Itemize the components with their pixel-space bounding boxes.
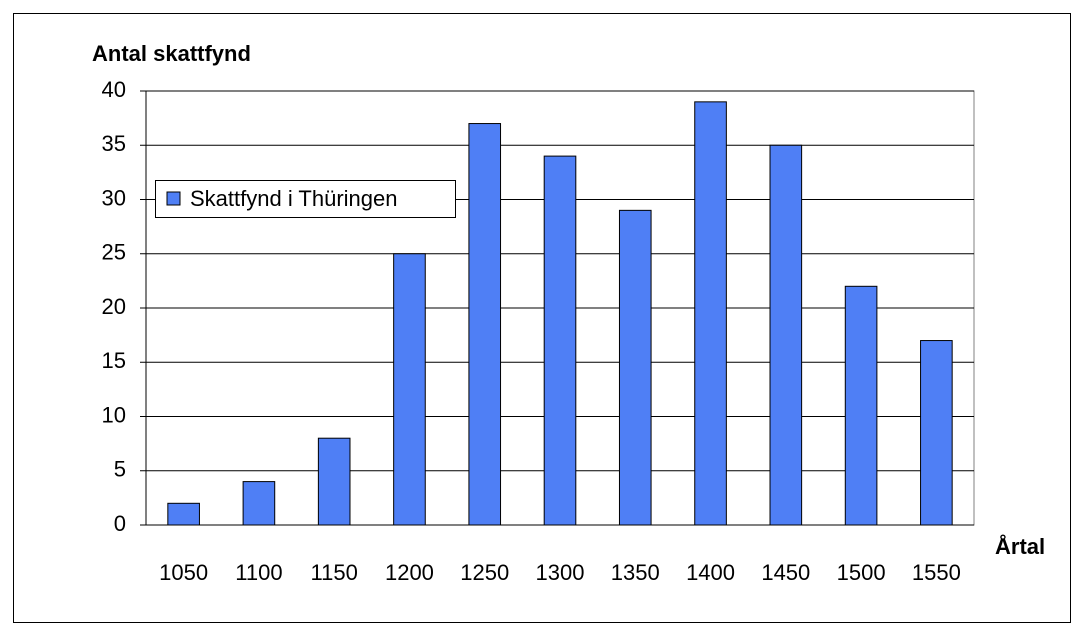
legend-box [155,180,456,218]
y-tick-label: 5 [114,457,126,482]
bar [393,253,426,526]
bar [468,123,502,526]
x-axis-title: Årtal [995,533,1045,559]
y-tick-label: 25 [102,240,126,265]
bar [769,144,803,526]
x-tick-label: 1400 [686,560,735,585]
bar [167,502,200,526]
x-tick-label: 1050 [159,560,208,585]
y-tick-label: 0 [114,511,126,536]
x-tick-label: 1200 [385,560,434,585]
bar [242,481,276,526]
x-tick-label: 1300 [536,560,585,585]
bar [543,155,577,526]
y-tick-label: 35 [102,131,126,156]
legend-label: Skattfynd i Thüringen [190,186,398,211]
x-tick-label: 1150 [311,560,358,585]
x-tick-label: 1350 [611,560,660,585]
x-tick-label: 1100 [235,560,282,585]
x-tick-label: 1500 [837,560,886,585]
y-axis-title: Antal skattfynd [92,41,251,66]
bar [317,437,351,526]
y-tick-label: 15 [102,348,126,373]
bar [844,285,878,526]
x-tick-label: 1550 [912,560,961,585]
y-tick-label: 20 [102,294,126,319]
bar [618,209,652,526]
legend-swatch [166,191,181,206]
y-tick-label: 10 [102,402,126,427]
y-tick-label: 30 [102,185,126,210]
bar [920,340,953,526]
bar [694,101,727,526]
y-tick-label: 40 [102,77,126,102]
x-tick-label: 1450 [761,560,810,585]
x-tick-label: 1250 [460,560,509,585]
